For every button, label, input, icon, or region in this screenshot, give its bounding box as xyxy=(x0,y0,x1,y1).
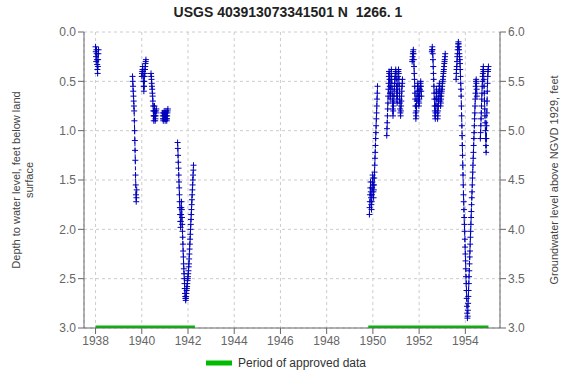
svg-text:1.5: 1.5 xyxy=(59,173,76,187)
svg-text:1954: 1954 xyxy=(452,334,479,348)
svg-text:1948: 1948 xyxy=(313,334,340,348)
svg-text:6.0: 6.0 xyxy=(508,25,525,39)
svg-text:3.0: 3.0 xyxy=(59,321,76,335)
svg-text:1946: 1946 xyxy=(267,334,294,348)
svg-text:4.5: 4.5 xyxy=(508,173,525,187)
html-text:USGS 403913073341501 N 1266. 1: USGS 403913073341501 N 1266. 1 xyxy=(173,4,403,20)
svg-text:4.0: 4.0 xyxy=(508,223,525,237)
svg-text:5.5: 5.5 xyxy=(508,75,525,89)
svg-text:3.5: 3.5 xyxy=(508,272,525,286)
svg-text:1944: 1944 xyxy=(221,334,248,348)
svg-text:1938: 1938 xyxy=(82,334,109,348)
svg-text:1940: 1940 xyxy=(128,334,155,348)
svg-text:3.0: 3.0 xyxy=(508,321,525,335)
svg-text:0.0: 0.0 xyxy=(59,25,76,39)
svg-text:2.0: 2.0 xyxy=(59,223,76,237)
svg-text:1950: 1950 xyxy=(360,334,387,348)
svg-text:1942: 1942 xyxy=(175,334,202,348)
html-text:Period of approved data: Period of approved data xyxy=(238,356,366,370)
svg-text:0.5: 0.5 xyxy=(59,75,76,89)
svg-text:5.0: 5.0 xyxy=(508,124,525,138)
svg-text:Depth to water level, feet bel: Depth to water level, feet below landsur… xyxy=(10,91,35,268)
svg-text:1952: 1952 xyxy=(406,334,433,348)
svg-text:1.0: 1.0 xyxy=(59,124,76,138)
svg-text:2.5: 2.5 xyxy=(59,272,76,286)
svg-text:Groundwater level above NGVD 1: Groundwater level above NGVD 1929, feet xyxy=(548,75,560,284)
